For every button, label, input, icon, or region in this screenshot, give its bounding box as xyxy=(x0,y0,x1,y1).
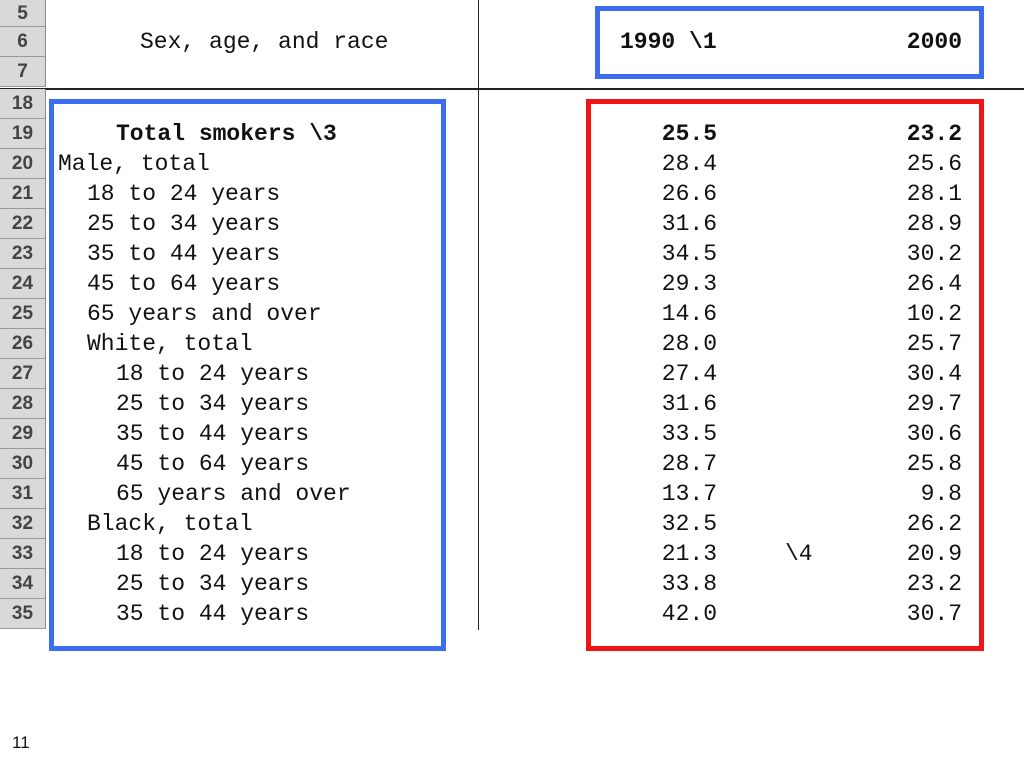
year-header: 1990 \1 xyxy=(620,29,717,55)
year-header: 2000 xyxy=(906,29,962,55)
row-number: 27 xyxy=(0,359,46,389)
cell-2000: 30.4 xyxy=(906,361,962,387)
cell-2000: 28.9 xyxy=(906,211,962,237)
row-label: 25 to 34 years xyxy=(116,391,310,417)
row-label: 25 to 34 years xyxy=(116,571,310,597)
cell-2000: 20.9 xyxy=(906,541,962,567)
highlight-box xyxy=(595,6,984,79)
cell-2000: 25.7 xyxy=(906,331,962,357)
row-label: 65 years and over xyxy=(87,301,322,327)
row-label: 65 years and over xyxy=(116,481,351,507)
cell-1990: 28.7 xyxy=(661,451,717,477)
row-number: 19 xyxy=(0,119,46,149)
cell-1990: 34.5 xyxy=(661,241,717,267)
row-number: 6 xyxy=(0,27,46,57)
row-label: 45 to 64 years xyxy=(87,271,281,297)
row-number: 32 xyxy=(0,509,46,539)
cell-1990: 13.7 xyxy=(661,481,717,507)
cell-1990: 21.3 xyxy=(661,541,717,567)
row-label: Black, total xyxy=(87,511,253,537)
row-number: 5 xyxy=(0,0,46,27)
cell-2000: 30.6 xyxy=(906,421,962,447)
row-number: 28 xyxy=(0,389,46,419)
cell-2000: 25.6 xyxy=(906,151,962,177)
cell-1990: 31.6 xyxy=(661,391,717,417)
row-number: 35 xyxy=(0,599,46,629)
row-number: 26 xyxy=(0,329,46,359)
cell-2000: 23.2 xyxy=(906,121,962,147)
cell-2000: 30.2 xyxy=(906,241,962,267)
cell-1990: 27.4 xyxy=(661,361,717,387)
row-label: 25 to 34 years xyxy=(87,211,281,237)
cell-2000: 29.7 xyxy=(906,391,962,417)
cell-2000: 30.7 xyxy=(906,601,962,627)
cell-1990: 33.8 xyxy=(661,571,717,597)
row-number: 25 xyxy=(0,299,46,329)
row-label: 18 to 24 years xyxy=(116,361,310,387)
row-number: 18 xyxy=(0,89,46,119)
cell-2000: 9.8 xyxy=(920,481,962,507)
cell-1990: 42.0 xyxy=(661,601,717,627)
row-label: White, total xyxy=(87,331,253,357)
row-number: 30 xyxy=(0,449,46,479)
row-number: 20 xyxy=(0,149,46,179)
row-label: 35 to 44 years xyxy=(116,601,310,627)
row-number: 7 xyxy=(0,57,46,87)
row-number: 29 xyxy=(0,419,46,449)
cell-2000: 28.1 xyxy=(906,181,962,207)
row-number: 31 xyxy=(0,479,46,509)
cell-1990: 33.5 xyxy=(661,421,717,447)
header-rule xyxy=(0,88,1024,90)
page-number: 11 xyxy=(12,733,30,752)
cell-1990: 29.3 xyxy=(661,271,717,297)
highlight-box xyxy=(586,99,984,651)
row-label: 18 to 24 years xyxy=(116,541,310,567)
row-label: 35 to 44 years xyxy=(87,241,281,267)
header-label: Sex, age, and race xyxy=(140,29,389,55)
row-number: 21 xyxy=(0,179,46,209)
cell-2000: 25.8 xyxy=(906,451,962,477)
cell-2000: 23.2 xyxy=(906,571,962,597)
row-label: 35 to 44 years xyxy=(116,421,310,447)
column-rule xyxy=(478,0,479,630)
cell-2000: 26.4 xyxy=(906,271,962,297)
cell-note: \4 xyxy=(785,541,813,567)
cell-2000: 10.2 xyxy=(906,301,962,327)
cell-1990: 28.0 xyxy=(661,331,717,357)
cell-1990: 31.6 xyxy=(661,211,717,237)
cell-1990: 14.6 xyxy=(661,301,717,327)
cell-1990: 25.5 xyxy=(661,121,717,147)
row-number: 33 xyxy=(0,539,46,569)
row-number: 34 xyxy=(0,569,46,599)
row-number: 22 xyxy=(0,209,46,239)
row-number: 23 xyxy=(0,239,46,269)
row-label: Male, total xyxy=(58,151,210,177)
cell-1990: 28.4 xyxy=(661,151,717,177)
highlight-box xyxy=(49,99,446,651)
row-number: 24 xyxy=(0,269,46,299)
cell-2000: 26.2 xyxy=(906,511,962,537)
row-label: Total smokers \3 xyxy=(116,121,337,147)
cell-1990: 32.5 xyxy=(661,511,717,537)
cell-1990: 26.6 xyxy=(661,181,717,207)
row-label: 45 to 64 years xyxy=(116,451,310,477)
row-label: 18 to 24 years xyxy=(87,181,281,207)
